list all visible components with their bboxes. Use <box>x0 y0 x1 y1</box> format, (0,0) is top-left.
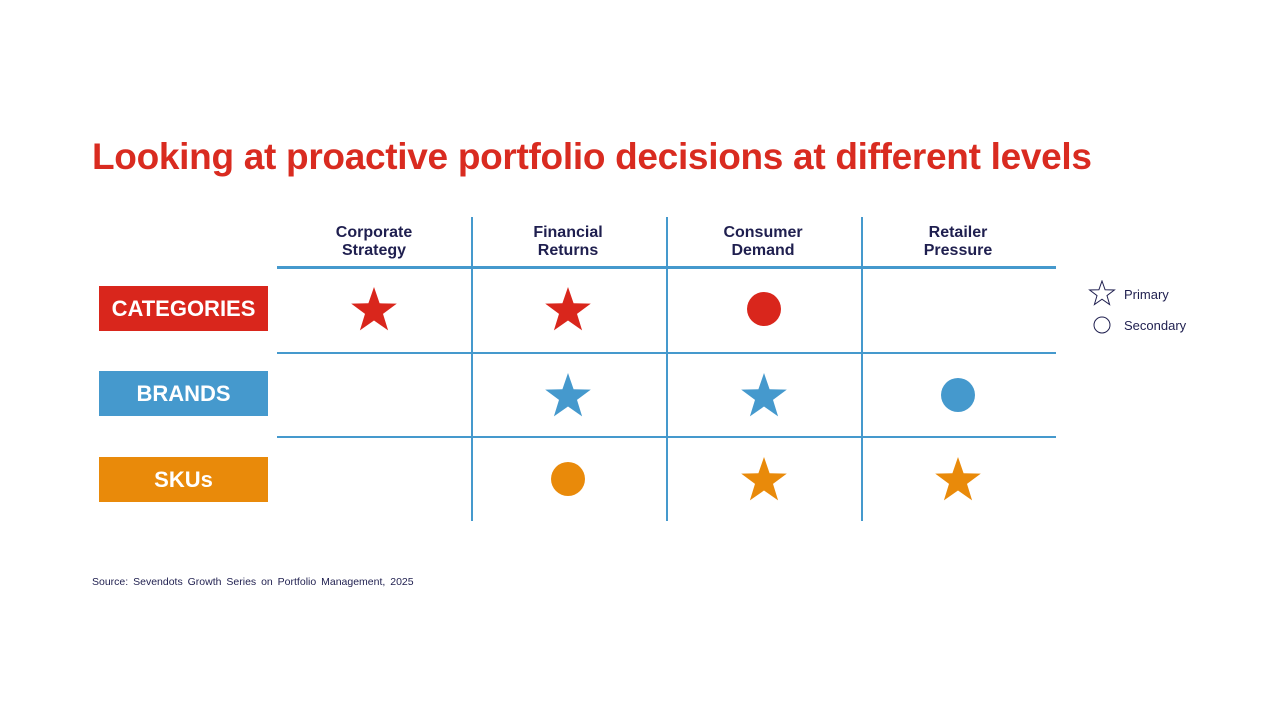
primary-star-mark <box>741 373 787 417</box>
row-label-brands: BRANDS <box>99 371 268 416</box>
column-header-financial-returns: Financial Returns <box>533 224 603 259</box>
secondary-circle-mark <box>551 462 585 496</box>
primary-star-mark <box>545 287 591 331</box>
primary-star-mark <box>351 287 397 331</box>
column-header-corporate-strategy: Corporate Strategy <box>335 224 413 259</box>
legend-secondary: Secondary <box>1092 315 1186 335</box>
column-divider <box>666 217 668 521</box>
legend-primary-label: Primary <box>1124 286 1169 302</box>
legend-secondary-label: Secondary <box>1124 317 1187 333</box>
secondary-circle-mark <box>747 292 781 326</box>
legend-primary: Primary <box>1088 280 1169 308</box>
row-label-skus: SKUs <box>99 457 268 502</box>
slide-title: Looking at proactive portfolio decisions… <box>92 136 1092 177</box>
secondary-circle-mark <box>941 378 975 412</box>
primary-star-mark <box>545 373 591 417</box>
column-divider <box>471 217 473 521</box>
star-outline-icon <box>1088 280 1116 306</box>
column-header-consumer-demand: Consumer Demand <box>723 224 803 259</box>
column-divider <box>861 217 863 521</box>
row-label-categories: CATEGORIES <box>99 286 268 331</box>
column-header-retailer-pressure: Retailer Pressure <box>923 224 993 259</box>
primary-star-mark <box>935 457 981 501</box>
source-note: Source: Sevendots Growth Series on Portf… <box>92 576 414 588</box>
primary-star-mark <box>741 457 787 501</box>
circle-outline-icon <box>1093 316 1111 334</box>
